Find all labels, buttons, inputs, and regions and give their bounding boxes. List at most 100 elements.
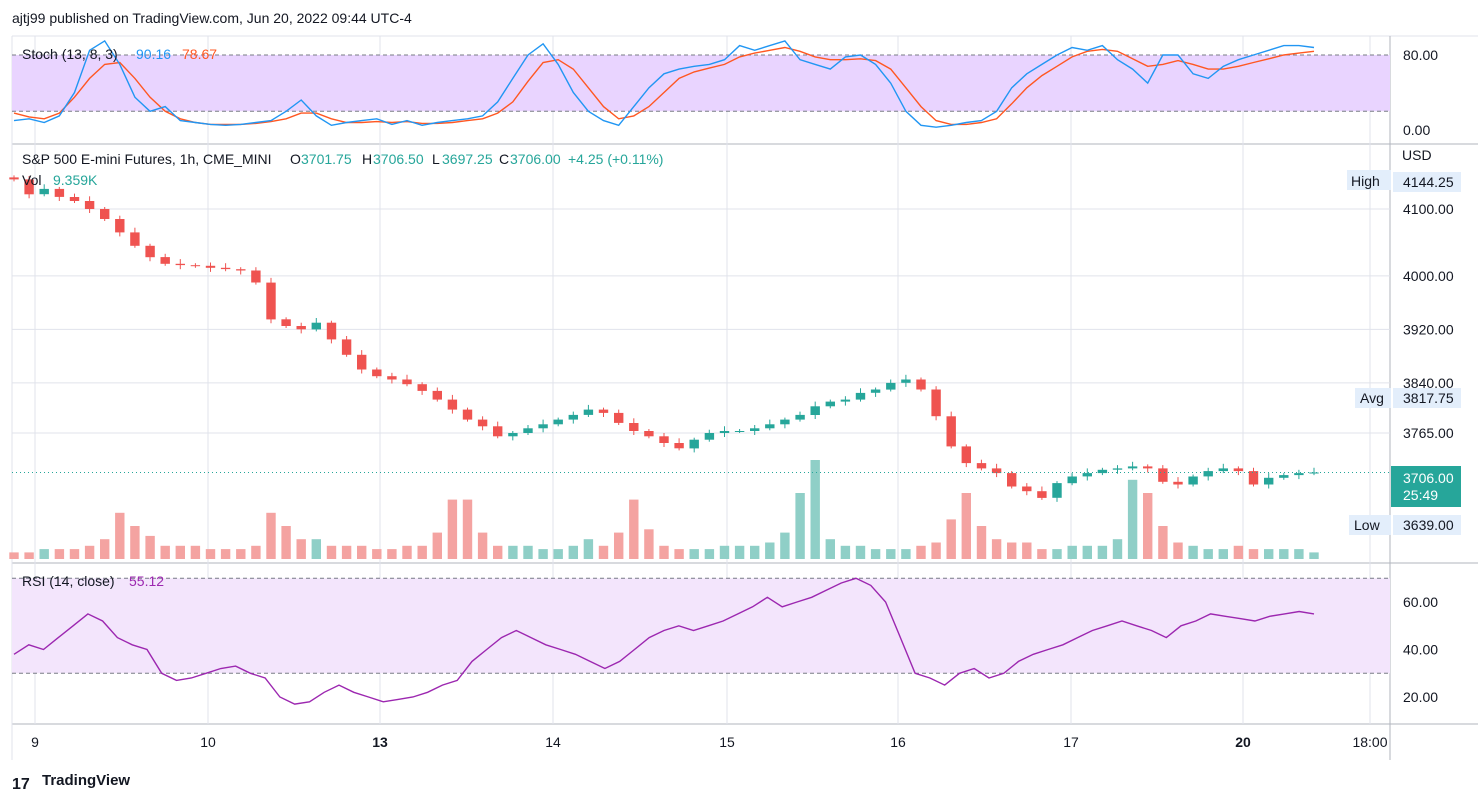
volume-bar bbox=[931, 542, 941, 559]
x-tick-label: 10 bbox=[200, 734, 216, 750]
volume-bar bbox=[84, 545, 95, 559]
volume-bar bbox=[1037, 549, 1047, 559]
volume-bar bbox=[190, 545, 201, 559]
candle bbox=[870, 387, 881, 397]
volume-bar bbox=[825, 539, 835, 559]
volume-bar bbox=[387, 549, 397, 559]
ohlc-open: 3701.75 bbox=[301, 151, 352, 167]
candle bbox=[840, 396, 851, 406]
volume-bar bbox=[991, 539, 1002, 559]
volume-bar bbox=[538, 549, 548, 559]
candle bbox=[84, 196, 95, 213]
candle bbox=[220, 263, 231, 272]
price-tick-label: 3920.00 bbox=[1403, 321, 1454, 337]
candle bbox=[780, 417, 790, 429]
candle bbox=[1279, 473, 1289, 480]
stoch-pane[interactable] bbox=[12, 39, 1390, 128]
candle bbox=[825, 399, 835, 409]
volume-bar bbox=[341, 545, 352, 559]
volume-bar bbox=[976, 526, 987, 559]
tradingview-logo-icon: 17 bbox=[12, 776, 30, 793]
volume-bar bbox=[1158, 526, 1168, 559]
candle bbox=[462, 407, 473, 422]
candle bbox=[357, 350, 367, 374]
rsi-tick-label: 20.00 bbox=[1403, 689, 1438, 705]
volume-bar bbox=[553, 549, 563, 559]
candle bbox=[976, 459, 987, 471]
x-tick-label: 14 bbox=[545, 734, 561, 750]
candle bbox=[1309, 467, 1319, 476]
candle bbox=[538, 419, 548, 433]
volume-bar bbox=[145, 535, 155, 559]
volume-bar bbox=[568, 545, 578, 559]
stoch-k-value: 90.16 bbox=[136, 46, 171, 62]
candle bbox=[115, 215, 125, 237]
low-value-label: 3639.00 bbox=[1393, 515, 1461, 535]
volume-bar bbox=[220, 549, 231, 559]
candle bbox=[583, 404, 594, 417]
candle bbox=[326, 320, 337, 344]
stoch-label: Stoch (13, 8, 3) bbox=[22, 46, 118, 62]
x-tick-label: 16 bbox=[890, 734, 906, 750]
ohlc-h-label: H bbox=[362, 151, 372, 167]
volume-bar bbox=[810, 460, 820, 559]
svg-text:4144.25: 4144.25 bbox=[1403, 174, 1454, 190]
volume-bar bbox=[175, 545, 185, 559]
stoch-band bbox=[12, 55, 1390, 112]
volume-bar bbox=[266, 512, 276, 559]
volume-bar bbox=[961, 493, 971, 559]
candle bbox=[493, 421, 503, 439]
volume-bar bbox=[493, 545, 503, 559]
price-pane[interactable] bbox=[9, 175, 1390, 559]
candle bbox=[689, 437, 699, 453]
volume-bar bbox=[946, 519, 956, 559]
candle bbox=[447, 394, 458, 414]
volume-bar bbox=[583, 539, 594, 559]
candle bbox=[674, 438, 684, 451]
volume-bar bbox=[296, 539, 306, 559]
ohlc-high: 3706.50 bbox=[373, 151, 424, 167]
volume-bar bbox=[1233, 545, 1244, 559]
volume-bar bbox=[477, 532, 488, 559]
rsi-label: RSI (14, close) bbox=[22, 573, 115, 589]
rsi-pane[interactable] bbox=[12, 577, 1390, 705]
candle bbox=[629, 418, 639, 435]
candle bbox=[1188, 474, 1198, 487]
candle bbox=[190, 263, 201, 268]
candle bbox=[704, 429, 715, 442]
volume-bar bbox=[1173, 542, 1183, 559]
currency-label: USD bbox=[1402, 147, 1432, 163]
volume-bar bbox=[130, 526, 140, 559]
volume-bar bbox=[372, 549, 382, 559]
candle bbox=[1127, 461, 1138, 471]
candle bbox=[39, 184, 49, 197]
candle bbox=[24, 176, 34, 199]
candle bbox=[961, 444, 971, 468]
x-tick-label: 20 bbox=[1235, 734, 1251, 750]
stoch-tick-label: 80.00 bbox=[1403, 47, 1438, 63]
candle bbox=[795, 411, 805, 422]
x-tick-label: 18:00 bbox=[1352, 734, 1387, 750]
tradingview-brand: TradingView bbox=[42, 772, 131, 789]
rsi-line bbox=[13, 577, 1315, 705]
candle bbox=[251, 267, 261, 285]
candle bbox=[810, 401, 820, 419]
volume-bar bbox=[750, 545, 760, 559]
candle bbox=[1052, 481, 1062, 502]
candle bbox=[1158, 465, 1168, 484]
candle bbox=[598, 407, 609, 417]
price-tick-label: 3765.00 bbox=[1403, 425, 1454, 441]
volume-bar bbox=[689, 549, 699, 559]
volume-bar bbox=[1067, 545, 1077, 559]
candle bbox=[991, 463, 1002, 478]
volume-bar bbox=[1127, 479, 1138, 559]
candle bbox=[1294, 469, 1304, 480]
volume-bar bbox=[1264, 549, 1274, 559]
ohlc-c-label: C bbox=[499, 151, 509, 167]
candle bbox=[1143, 464, 1153, 473]
ohlc-l-label: L bbox=[432, 151, 440, 167]
x-tick-label: 17 bbox=[1063, 734, 1079, 750]
volume-bar bbox=[417, 545, 427, 559]
candle bbox=[1248, 467, 1259, 487]
